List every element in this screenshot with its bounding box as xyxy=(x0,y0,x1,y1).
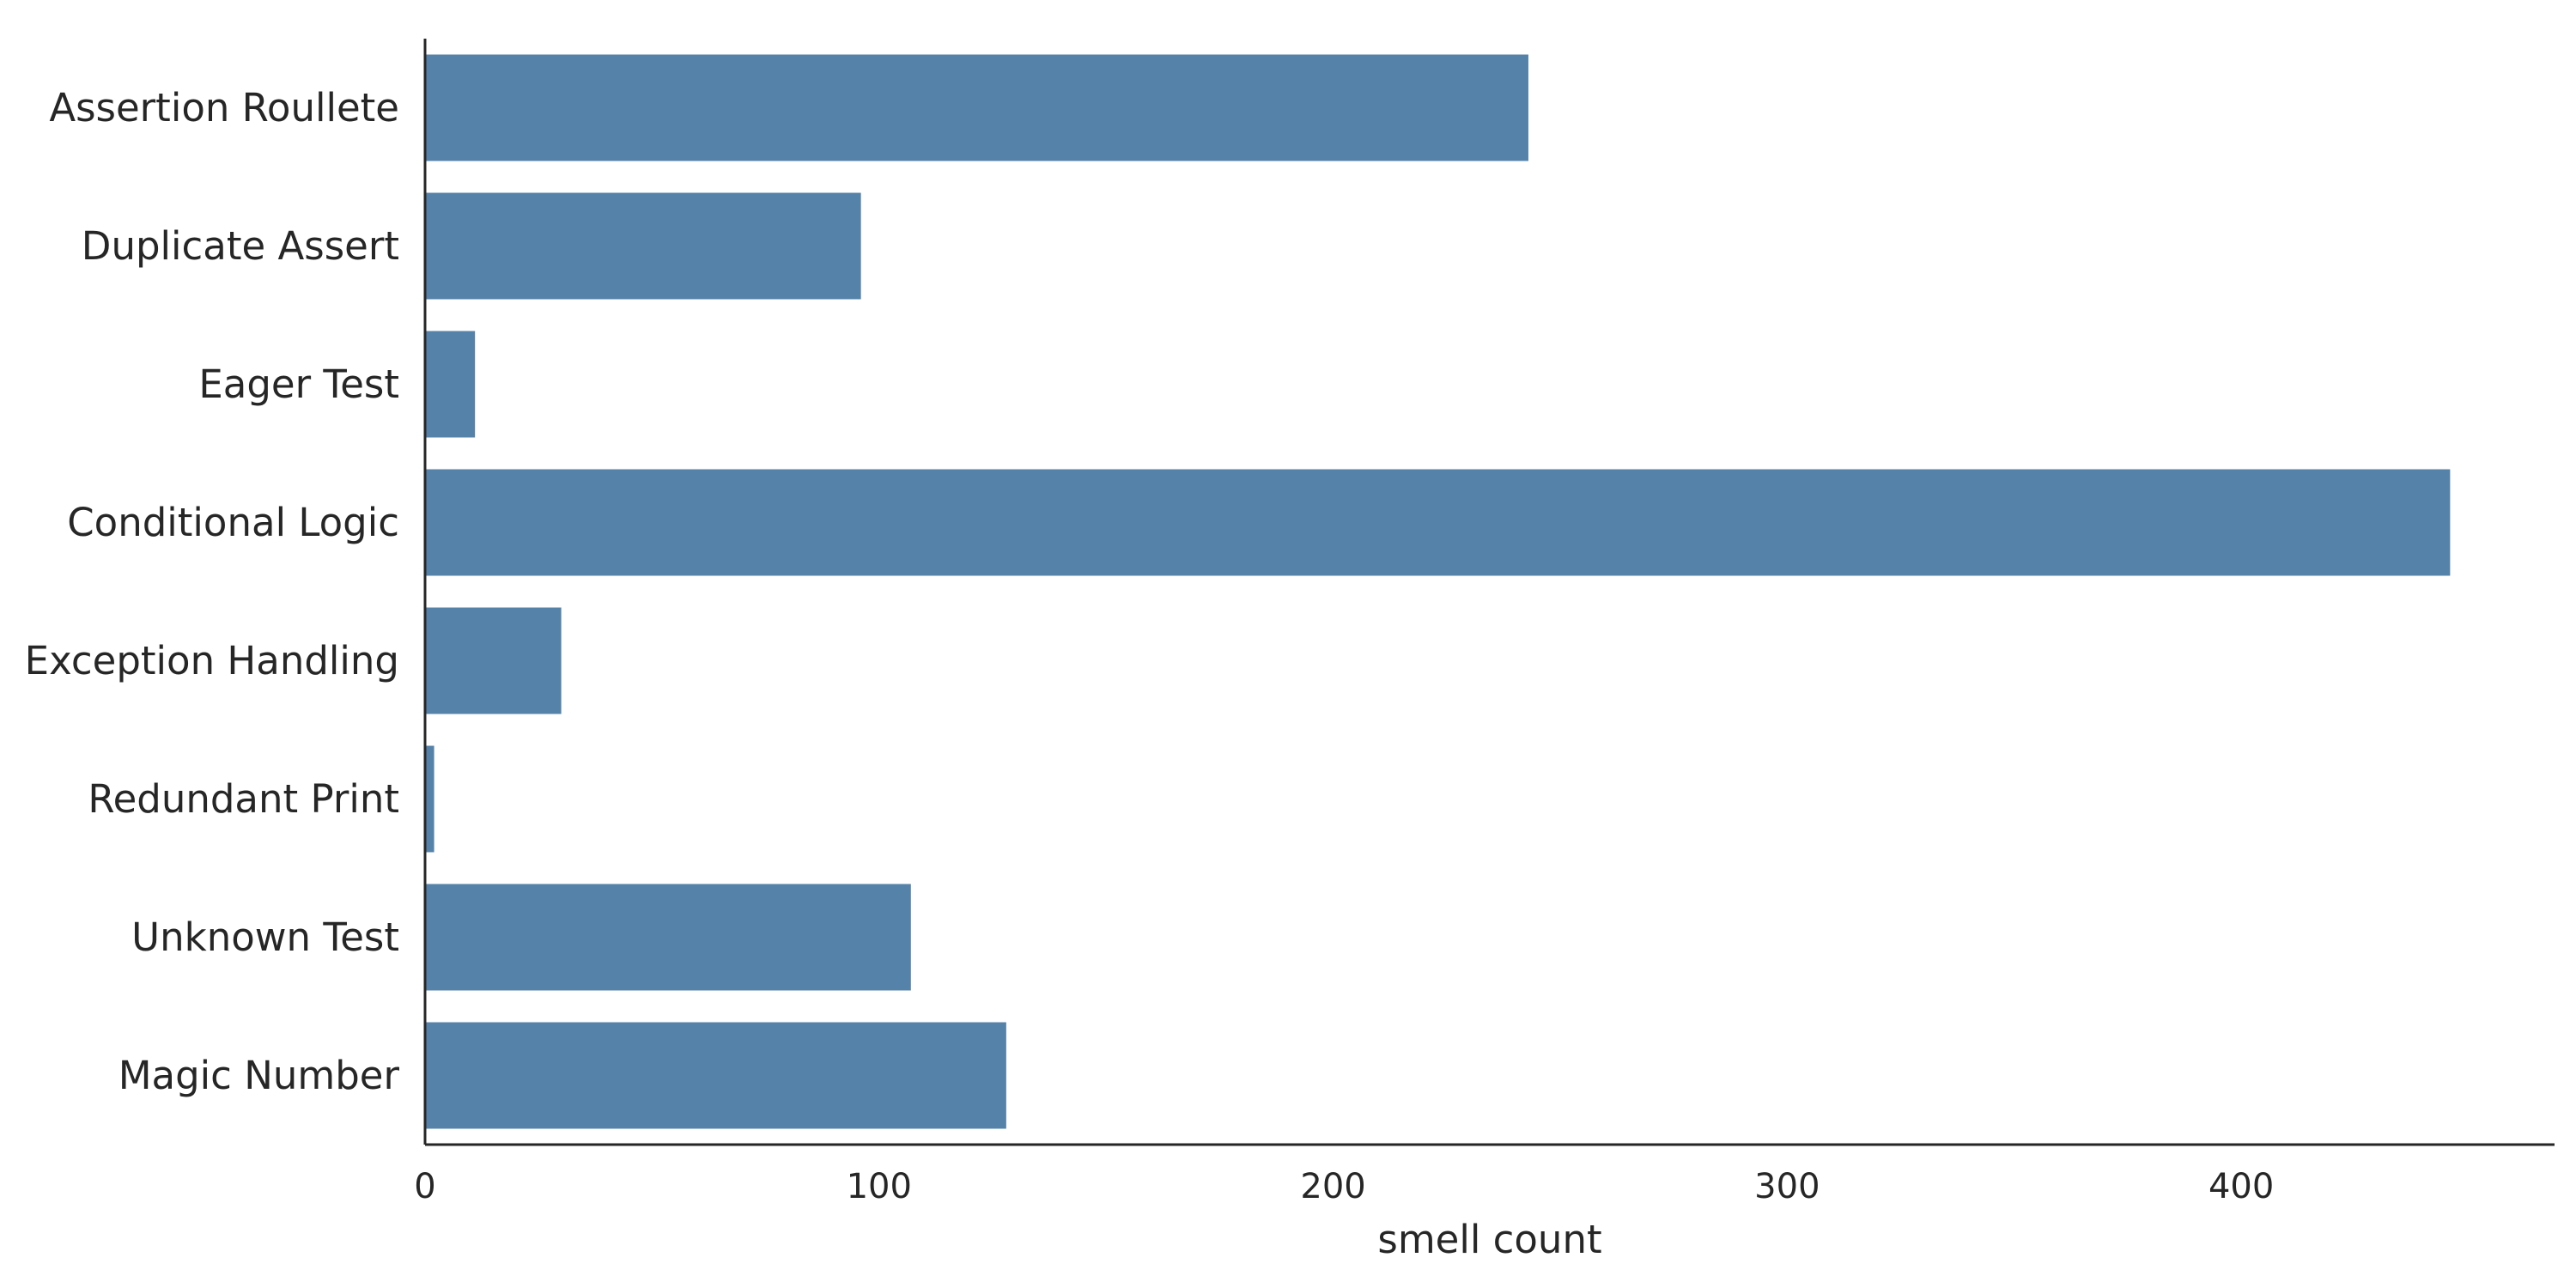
x-axis-title: smell count xyxy=(1377,1217,1601,1262)
x-tick-label: 100 xyxy=(847,1167,912,1206)
bar xyxy=(425,884,911,991)
bar xyxy=(425,607,562,714)
bar xyxy=(425,331,476,438)
category-label: Eager Test xyxy=(198,361,399,407)
category-labels: Assertion Roullete Duplicate Assert Eager … xyxy=(25,85,400,1098)
bars-layer xyxy=(425,54,2451,1129)
category-label: Redundant Print xyxy=(88,776,399,822)
bar xyxy=(425,469,2451,576)
category-label: Exception Handling xyxy=(25,638,399,683)
category-label: Duplicate Assert xyxy=(82,223,399,269)
bar xyxy=(425,54,1528,161)
category-label: Unknown Test xyxy=(131,914,399,960)
bar xyxy=(425,192,861,300)
x-tick-label: 300 xyxy=(1754,1167,1820,1206)
x-tick-label: 400 xyxy=(2208,1167,2274,1206)
category-label: Conditional Logic xyxy=(67,500,399,545)
bar xyxy=(425,1022,1006,1129)
bar xyxy=(425,745,434,853)
category-label: Assertion Roullete xyxy=(49,85,399,131)
x-tick-labels: 0 100 200 300 400 xyxy=(414,1167,2274,1206)
category-label: Magic Number xyxy=(118,1053,400,1098)
x-tick-label: 200 xyxy=(1300,1167,1365,1206)
x-tick-label: 0 xyxy=(414,1167,435,1206)
